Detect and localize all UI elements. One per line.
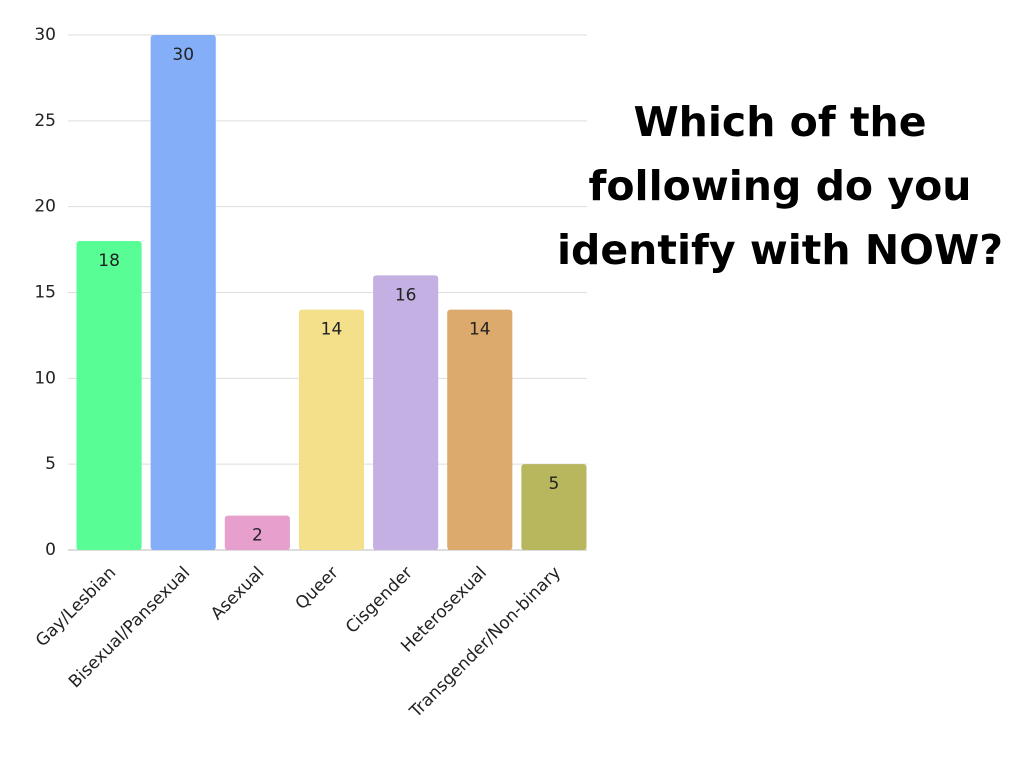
y-tick-label: 20	[34, 197, 56, 217]
y-tick-label: 25	[34, 111, 56, 131]
y-tick-label: 0	[45, 540, 56, 560]
value-label: 18	[98, 251, 120, 271]
bar	[521, 464, 587, 550]
x-tick-label: Asexual	[207, 563, 268, 624]
bar	[298, 309, 365, 550]
y-tick-label: 15	[34, 283, 56, 303]
x-tick-label: Queer	[292, 563, 343, 614]
y-tick-label: 5	[45, 454, 56, 474]
bar	[373, 275, 439, 550]
bar	[150, 35, 216, 550]
y-tick-label: 30	[34, 25, 56, 45]
value-label: 14	[469, 320, 491, 340]
bar	[224, 515, 290, 550]
value-label: 5	[549, 474, 560, 494]
y-tick-label: 10	[34, 368, 56, 388]
value-label: 14	[321, 320, 343, 340]
chart-title: Which of the following do you identify w…	[556, 98, 1004, 274]
value-label: 2	[252, 526, 263, 546]
x-tick-label: Bisexual/Pansexual	[65, 563, 194, 692]
x-tick-label: Transgender/Non-binary	[405, 563, 565, 723]
x-tick-label: Cisgender	[342, 563, 417, 638]
bar	[76, 241, 142, 550]
value-label: 30	[172, 45, 194, 65]
value-label: 16	[395, 285, 417, 305]
bar	[447, 309, 513, 550]
